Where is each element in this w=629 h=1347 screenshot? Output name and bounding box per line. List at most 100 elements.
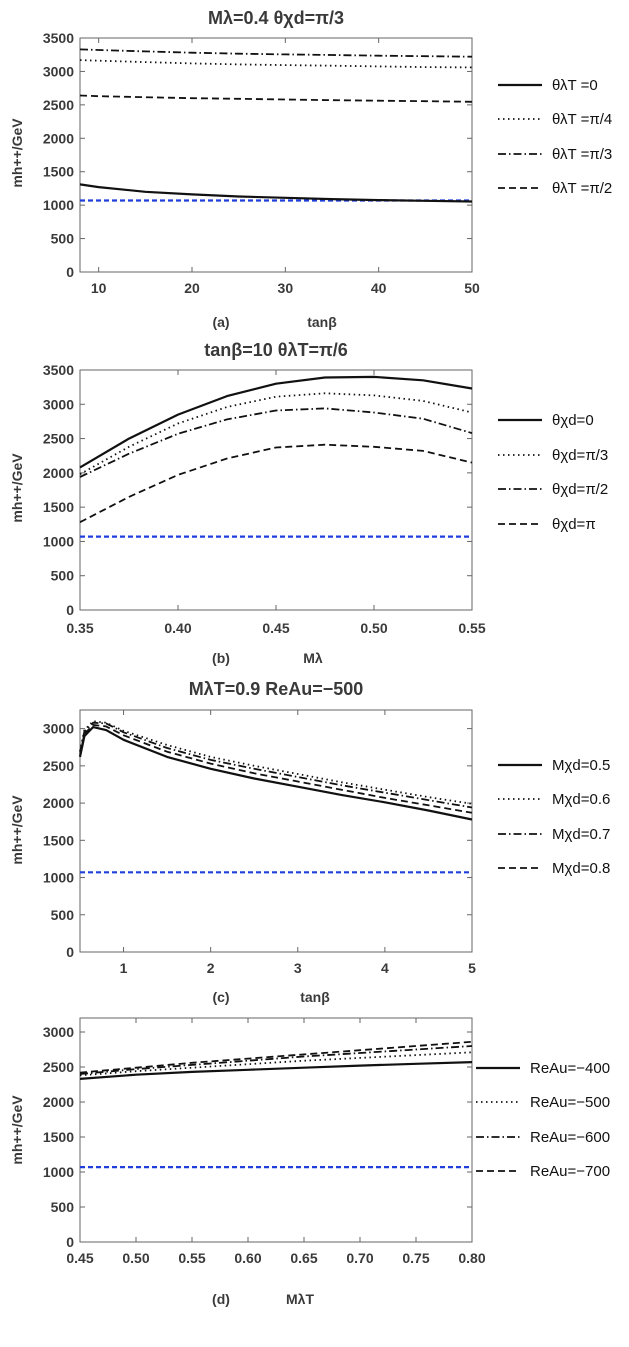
panel-label: (a) xyxy=(212,314,229,330)
legend-label: ReAu=−500 xyxy=(530,1094,610,1111)
chart-title: Mλ=0.4 θχd=π/3 xyxy=(208,8,344,28)
plot-frame xyxy=(79,369,473,611)
chart-title: MλT=0.9 ReAu=−500 xyxy=(189,679,364,699)
y-tick-label: 1000 xyxy=(43,533,74,549)
x-axis-label: tanβ xyxy=(300,989,330,1005)
x-tick-label: 2 xyxy=(207,960,215,976)
legend-label: θχd=π/2 xyxy=(552,481,608,498)
y-tick-label: 0 xyxy=(66,264,74,280)
y-axis-label: mh++/GeV xyxy=(9,453,25,523)
y-tick-label: 1000 xyxy=(43,1164,74,1180)
x-tick-label: 0.35 xyxy=(66,620,93,636)
series-line-2 xyxy=(79,59,473,69)
y-tick-label: 3500 xyxy=(43,362,74,378)
series-line-1 xyxy=(79,1061,473,1080)
x-tick-label: 0.45 xyxy=(66,1250,93,1266)
legend-label: Mχd=0.6 xyxy=(552,791,610,808)
x-tick-label: 5 xyxy=(468,960,476,976)
legend-label: Mχd=0.8 xyxy=(552,860,610,877)
y-tick-label: 1500 xyxy=(43,164,74,180)
chart-title: tanβ=10 θλT=π/6 xyxy=(204,340,348,360)
plot-frame xyxy=(79,37,473,273)
legend-label: ReAu=−700 xyxy=(530,1163,610,1180)
y-tick-label: 500 xyxy=(51,1199,75,1215)
x-tick-label: 1 xyxy=(120,960,128,976)
legend-label: θχd=π/3 xyxy=(552,447,608,464)
series-line-4 xyxy=(79,724,473,814)
legend-label: θλT =π/4 xyxy=(552,111,612,128)
y-tick-label: 2000 xyxy=(43,1094,74,1110)
legend-label: Mχd=0.7 xyxy=(552,826,610,843)
x-tick-label: 0.40 xyxy=(164,620,191,636)
chart-panel-c: MλT=0.9 ReAu=−500 0 500 1000 1500 2000 2500 300… xyxy=(9,679,610,1005)
chart-panel-b: tanβ=10 θλT=π/6 0 500 1000 1500 2000 2500 3000 3… xyxy=(9,340,608,666)
x-axis-label: MλT xyxy=(286,1291,314,1307)
x-tick-label: 0.80 xyxy=(458,1250,485,1266)
legend-label: ReAu=−400 xyxy=(530,1060,610,1077)
y-tick-label: 2000 xyxy=(43,130,74,146)
x-tick-label: 0.45 xyxy=(262,620,289,636)
series-line-1 xyxy=(79,183,473,203)
x-tick-label: 30 xyxy=(278,280,294,296)
legend-label: Mχd=0.5 xyxy=(552,757,610,774)
y-axis-label: mh++/GeV xyxy=(9,795,25,865)
series-line-3 xyxy=(79,721,473,809)
y-tick-label: 500 xyxy=(51,568,75,584)
x-tick-label: 0.50 xyxy=(360,620,387,636)
x-tick-label: 0.75 xyxy=(402,1250,429,1266)
legend-label: θλT =π/3 xyxy=(552,146,612,163)
y-tick-label: 1500 xyxy=(43,1129,74,1145)
chart-panel-a: Mλ=0.4 θχd=π/3 0 500 1000 1500 2000 2500 3000 35… xyxy=(9,8,612,330)
x-tick-label: 0.55 xyxy=(458,620,485,636)
chart-panel-d: 0 500 1000 1500 2000 2500 3000 0.45 0.50 0.55 0.60… xyxy=(9,1017,610,1307)
x-tick-label: 3 xyxy=(294,960,302,976)
series-line-3 xyxy=(79,407,473,478)
legend-label: θλT =π/2 xyxy=(552,180,612,197)
y-tick-label: 2500 xyxy=(43,1059,74,1075)
y-tick-label: 3500 xyxy=(43,30,74,46)
series-line-2 xyxy=(79,1051,473,1077)
legend-label: θχd=π xyxy=(552,516,596,533)
x-tick-label: 0.50 xyxy=(122,1250,149,1266)
plot-frame xyxy=(79,1017,473,1243)
y-tick-label: 500 xyxy=(51,907,75,923)
y-tick-label: 1500 xyxy=(43,499,74,515)
legend-label: θχd=0 xyxy=(552,412,594,429)
series-line-1 xyxy=(79,375,473,469)
y-axis-label: mh++/GeV xyxy=(9,118,25,188)
series-line-1 xyxy=(78,725,473,821)
series-line-2 xyxy=(79,720,473,805)
x-axis-label: tanβ xyxy=(307,314,337,330)
legend-label: ReAu=−600 xyxy=(530,1129,610,1146)
y-tick-label: 0 xyxy=(66,944,74,960)
y-tick-label: 2000 xyxy=(43,465,74,481)
y-tick-label: 0 xyxy=(66,602,74,618)
series-line-3 xyxy=(79,1045,473,1075)
series-line-3 xyxy=(79,48,473,58)
x-tick-label: 0.70 xyxy=(346,1250,373,1266)
x-tick-label: 4 xyxy=(381,960,389,976)
y-tick-label: 3000 xyxy=(43,396,74,412)
x-tick-label: 0.55 xyxy=(178,1250,205,1266)
x-tick-label: 0.60 xyxy=(234,1250,261,1266)
y-tick-label: 0 xyxy=(66,1234,74,1250)
y-tick-label: 3000 xyxy=(43,63,74,79)
y-tick-label: 2500 xyxy=(43,431,74,447)
panel-label: (c) xyxy=(212,989,229,1005)
series-line-4 xyxy=(79,94,473,103)
x-tick-label: 50 xyxy=(464,280,480,296)
x-axis-label: Mλ xyxy=(303,650,323,666)
x-tick-label: 10 xyxy=(91,280,107,296)
y-axis-label: mh++/GeV xyxy=(9,1095,25,1165)
x-tick-label: 0.65 xyxy=(290,1250,317,1266)
y-tick-label: 1000 xyxy=(43,870,74,886)
legend-label: θλT =0 xyxy=(552,77,598,94)
series-line-4 xyxy=(79,443,473,523)
y-tick-label: 3000 xyxy=(43,1024,74,1040)
y-tick-label: 1500 xyxy=(43,832,74,848)
plot-frame xyxy=(79,709,473,953)
y-tick-label: 2500 xyxy=(43,758,74,774)
y-tick-label: 3000 xyxy=(43,721,74,737)
panel-label: (b) xyxy=(212,650,230,666)
